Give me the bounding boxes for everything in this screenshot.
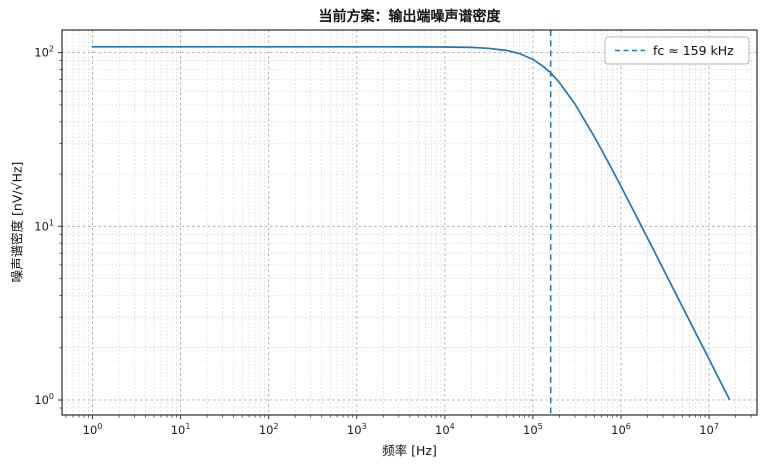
legend: fc ≈ 159 kHz [604,36,750,65]
y-axis-label: 噪声谱密度 [nV/√Hz] [9,161,25,283]
legend-label: fc ≈ 159 kHz [653,43,734,58]
x-axis-label: 频率 [Hz] [382,443,437,458]
chart-title: 当前方案：输出端噪声谱密度 [318,9,501,25]
legend-box [604,36,750,65]
noise-curve [91,45,731,401]
